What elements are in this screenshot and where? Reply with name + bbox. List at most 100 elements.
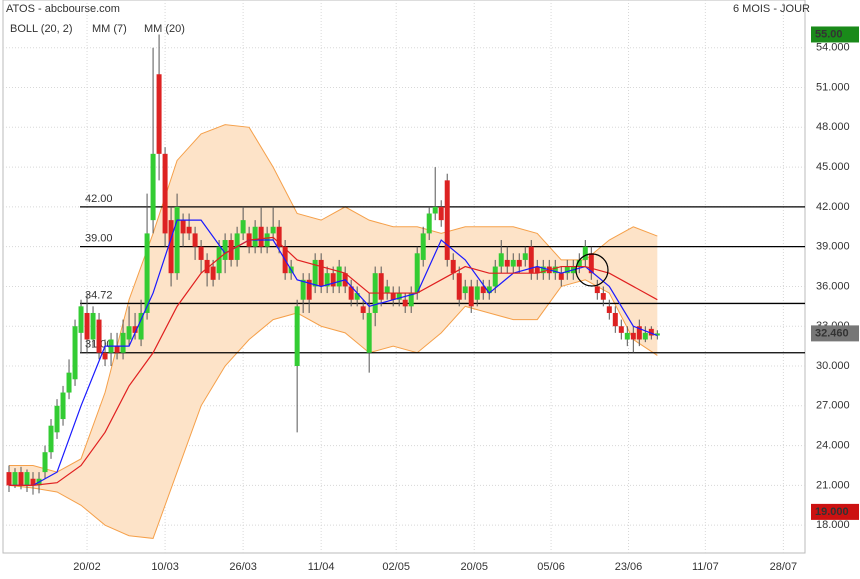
x-tick-label: 20/05 [460,561,488,573]
candle-body [504,259,510,267]
candle-body [408,293,414,307]
price-label-box [811,325,859,342]
candle-body [612,312,618,327]
y-tick-label: 18.000 [816,519,850,531]
candle-body [552,266,558,274]
candle-body [306,279,312,300]
candle-body [402,299,408,307]
candle-body [84,312,90,340]
ma-line [9,236,658,486]
candle-body [294,306,300,367]
y-tick-label: 21.000 [816,479,850,491]
candle-body [150,153,156,221]
candle-body [468,286,474,307]
candle-body [594,286,600,294]
y-tick-label: 45.000 [816,161,850,173]
candle-body [12,472,18,486]
candle-body [648,328,654,336]
candle-body [168,220,174,274]
candle-body [330,273,336,287]
candle-body [138,312,144,340]
candle-body [462,286,468,294]
level-label: 34.72 [85,289,113,301]
x-tick-label: 02/05 [382,561,410,573]
x-tick-label: 23/06 [615,561,643,573]
candle-body [510,259,516,267]
candle-body [516,259,522,267]
y-tick-label: 42.000 [816,201,850,213]
candle-body [618,326,624,333]
y-tick-label: 36.000 [816,280,850,292]
candle-body [240,220,246,234]
candle-body [6,472,12,486]
candle-body [582,246,588,260]
candle-body [366,312,372,353]
line-layer [9,219,658,486]
candle-body [48,425,54,453]
candle-body [414,253,420,294]
candle-body [120,332,126,353]
level-label: 42.00 [85,193,113,205]
candle-body [18,472,24,486]
y-tick-label: 48.000 [816,121,850,133]
annotation-circle [575,253,609,287]
candle-body [102,352,108,360]
candle-body [156,74,162,154]
y-tick-label: 24.000 [816,439,850,451]
candle-body [474,286,480,300]
level-label: 39.00 [85,233,113,245]
candle-body [78,306,84,333]
candle-body [360,306,366,313]
x-tick-label: 11/04 [308,561,335,573]
price-label-box [811,26,859,43]
candle-body [276,226,282,247]
candle-body [204,259,210,274]
x-tick-label: 20/02 [73,561,101,573]
y-tick-label: 51.000 [816,81,850,93]
candle-body [606,306,612,313]
candle-body [324,273,330,287]
candle-body [192,233,198,247]
candle-body [576,259,582,267]
x-tick-label: 05/06 [537,561,565,573]
candle-body [492,266,498,287]
candle-body [42,452,48,473]
y-tick-label: 27.000 [816,400,850,412]
candle-body [540,266,546,274]
candle-body [24,472,30,486]
y-tick-label: 54.000 [816,42,850,54]
candle-body [444,180,450,260]
price-label: 19.000 [815,506,849,518]
candle-body [54,405,60,433]
candle-body [162,153,168,234]
candle-body [132,326,138,333]
candle-body [30,478,36,486]
candle-body [378,273,384,300]
candle-body [456,273,462,300]
candle-body [96,319,102,353]
candle-body [396,293,402,300]
candle-body [432,206,438,214]
candle-body [198,246,204,260]
candle-body [450,259,456,274]
candle-body [186,226,192,234]
x-tick-label: 10/03 [151,561,179,573]
price-label: 32.460 [815,327,849,339]
candle-body [270,226,276,234]
candle-body [312,259,318,287]
candle-body [522,253,528,260]
chart-title: ATOS - abcbourse.com [6,3,120,15]
candle-body [336,266,342,287]
candle-body [300,279,306,300]
candle-body [486,286,492,294]
candle-body [600,293,606,300]
candle-body [222,240,228,260]
candle-body [90,312,96,340]
y-tick-label: 39.000 [816,241,850,253]
candle-body [534,266,540,274]
candle-body [66,372,72,393]
candle-body [636,326,642,340]
candle-body [588,253,594,274]
